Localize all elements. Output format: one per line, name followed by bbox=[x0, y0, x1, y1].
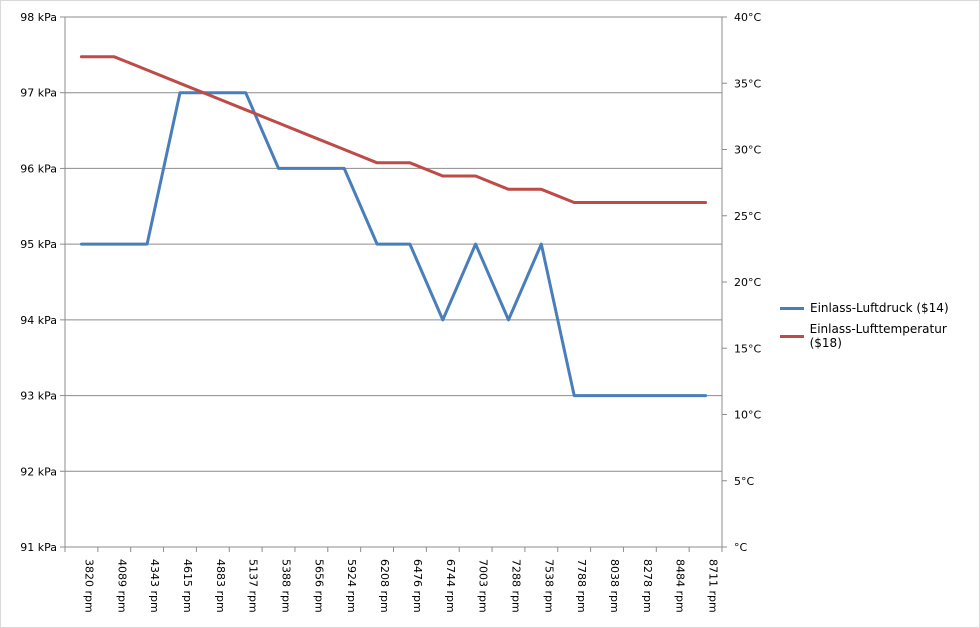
legend-item-pressure: Einlass-Luftdruck ($14) bbox=[780, 294, 980, 322]
legend-label-temperature: Einlass-Lufttemperatur ($18) bbox=[809, 322, 947, 350]
x-tick-label: 6476 rpm bbox=[411, 559, 424, 613]
y-right-tick-label: 15°C bbox=[734, 342, 761, 355]
legend-swatch-temperature bbox=[780, 334, 804, 338]
x-tick-label: 8484 rpm bbox=[674, 559, 687, 613]
x-tick-label: 5656 rpm bbox=[312, 559, 325, 613]
y-right-tick-label: 25°C bbox=[734, 210, 761, 223]
x-tick-label: 8038 rpm bbox=[608, 559, 621, 613]
x-tick-label: 6208 rpm bbox=[378, 559, 391, 613]
x-tick-label: 7788 rpm bbox=[575, 559, 588, 613]
y-right-tick-label: 5°C bbox=[734, 475, 754, 488]
x-tick-label: 7538 rpm bbox=[542, 559, 555, 613]
series-line-temperature bbox=[79, 55, 708, 204]
y-right-tick-label: 20°C bbox=[734, 276, 761, 289]
legend-label-pressure: Einlass-Luftdruck ($14) bbox=[810, 301, 949, 315]
legend: Einlass-Luftdruck ($14) Einlass-Lufttemp… bbox=[780, 294, 980, 350]
y-right-tick-label: 10°C bbox=[734, 409, 761, 422]
x-tick-label: 3820 rpm bbox=[82, 559, 95, 613]
x-tick-label: 7288 rpm bbox=[509, 559, 522, 613]
x-tick-label: 4615 rpm bbox=[181, 559, 194, 613]
y-left-tick-label: 93 kPa bbox=[20, 390, 57, 403]
x-tick-label: 5924 rpm bbox=[345, 559, 358, 613]
y-left-tick-label: 92 kPa bbox=[20, 465, 57, 478]
y-left-tick-label: 96 kPa bbox=[20, 162, 57, 175]
y-right-tick-label: 30°C bbox=[734, 144, 761, 157]
y-left-tick-label: 91 kPa bbox=[20, 541, 57, 554]
x-tick-label: 5137 rpm bbox=[247, 559, 260, 613]
x-tick-label: 4343 rpm bbox=[148, 559, 161, 613]
x-tick-label: 4089 rpm bbox=[115, 559, 128, 613]
series-line-pressure bbox=[79, 91, 708, 398]
legend-item-temperature: Einlass-Lufttemperatur ($18) bbox=[780, 322, 980, 350]
x-tick-label: 6744 rpm bbox=[444, 559, 457, 613]
y-right-tick-label: 40°C bbox=[734, 11, 761, 24]
legend-swatch-pressure bbox=[780, 306, 804, 310]
x-tick-label: 5388 rpm bbox=[280, 559, 293, 613]
x-tick-label: 4883 rpm bbox=[214, 559, 227, 613]
y-left-tick-label: 98 kPa bbox=[20, 11, 57, 24]
y-right-tick-label: 35°C bbox=[734, 77, 761, 90]
x-tick-label: 8711 rpm bbox=[707, 559, 720, 613]
x-tick-label: 7003 rpm bbox=[477, 559, 490, 613]
x-tick-label: 8278 rpm bbox=[641, 559, 654, 613]
y-left-tick-label: 95 kPa bbox=[20, 238, 57, 251]
y-left-tick-label: 94 kPa bbox=[20, 314, 57, 327]
y-left-tick-label: 97 kPa bbox=[20, 87, 57, 100]
y-right-tick-label: °C bbox=[734, 541, 748, 554]
